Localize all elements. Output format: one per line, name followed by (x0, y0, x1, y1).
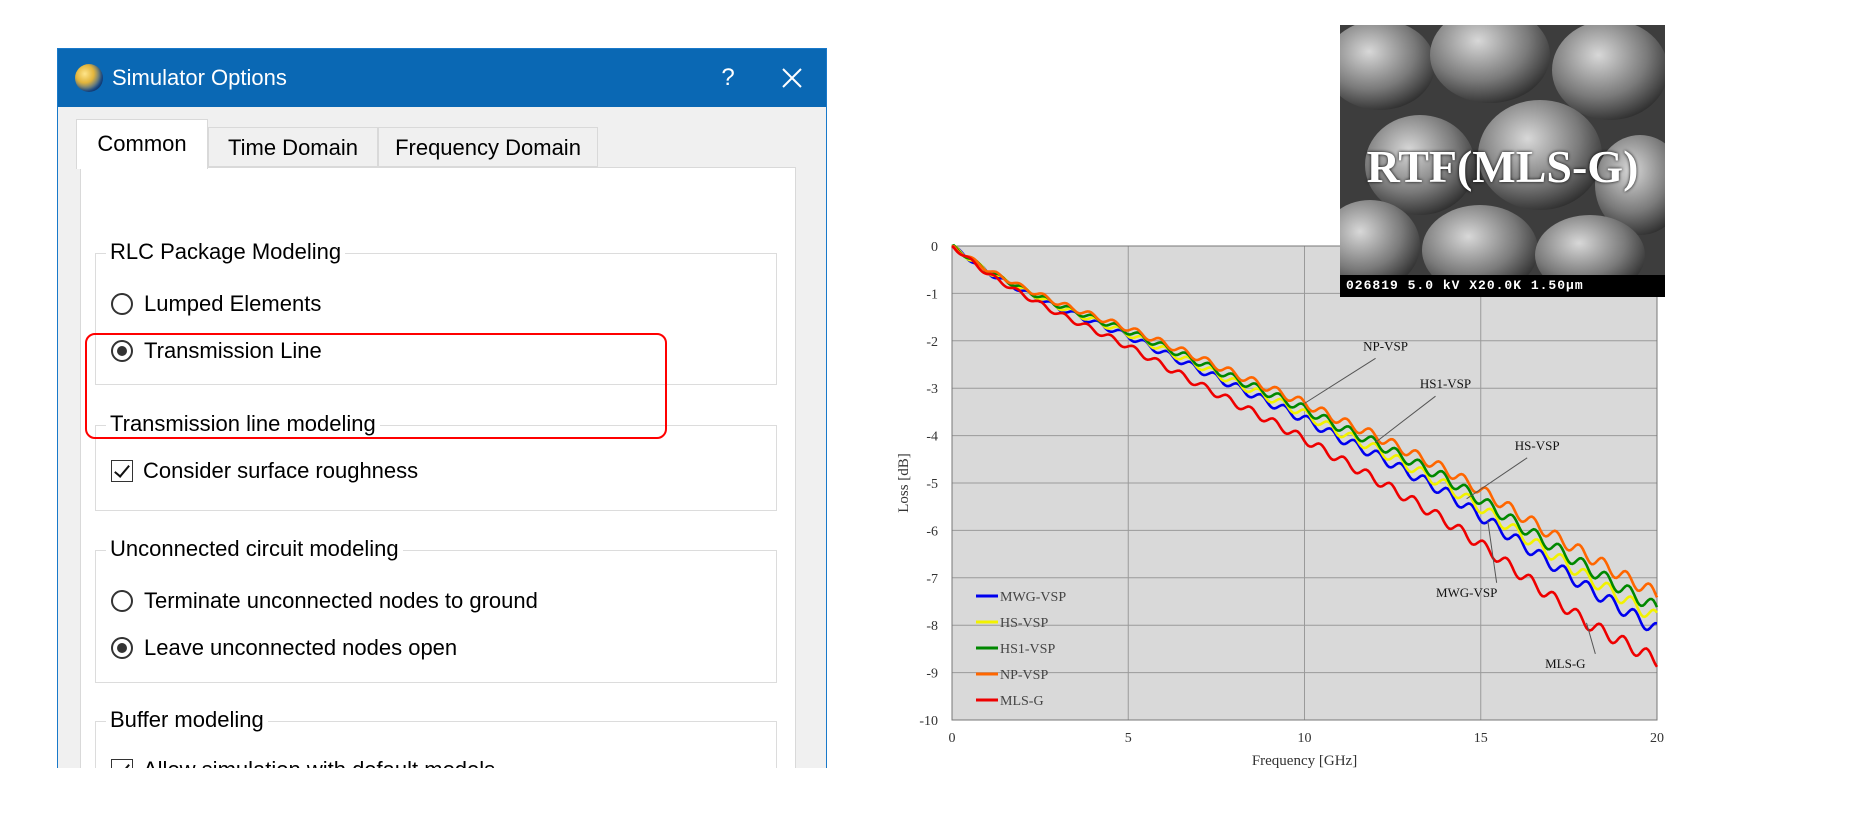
annotation-leader (1586, 622, 1596, 654)
annotation-label: HS-VSP (1515, 438, 1560, 453)
rlc-package-modeling-group: RLC Package Modeling Lumped Elements Tra… (95, 237, 777, 385)
x-tick-label: 20 (1650, 731, 1664, 746)
radio-unchecked-icon[interactable] (111, 590, 133, 612)
title-bar[interactable]: Simulator Options ? (58, 49, 826, 107)
x-tick-label: 10 (1298, 731, 1312, 746)
legend-item: HS1-VSP (1000, 642, 1055, 657)
lumped-elements-radio[interactable]: Lumped Elements (111, 289, 321, 319)
y-tick-label: -6 (926, 524, 938, 539)
inset-title: RTF(MLS-G) (1366, 141, 1639, 192)
terminate-unconnected-radio[interactable]: Terminate unconnected nodes to ground (111, 586, 538, 616)
y-tick-label: -9 (926, 667, 938, 682)
annotation-label: MLS-G (1545, 656, 1585, 671)
app-globe-icon (75, 64, 103, 92)
tab-time-domain[interactable]: Time Domain (208, 127, 378, 167)
close-button[interactable] (758, 49, 826, 107)
tab-common[interactable]: Common (76, 119, 208, 169)
radio-unchecked-icon[interactable] (111, 293, 133, 315)
y-tick-label: -4 (926, 430, 938, 445)
radio-checked-icon[interactable] (111, 340, 133, 362)
leave-unconnected-open-radio[interactable]: Leave unconnected nodes open (111, 633, 457, 663)
y-tick-label: -3 (926, 382, 938, 397)
y-tick-label: -7 (926, 572, 938, 587)
y-tick-label: -1 (926, 287, 938, 302)
x-axis-label: Frequency [GHz] (1252, 753, 1357, 769)
y-tick-label: -5 (926, 477, 938, 492)
highlight-box (85, 333, 667, 439)
series-line-hs-vsp (951, 244, 1659, 619)
simulator-options-dialog: Simulator Options ? Common Time Domain F… (57, 48, 827, 768)
series-line-mls-g (951, 245, 1659, 668)
consider-surface-roughness-label: Consider surface roughness (143, 458, 419, 483)
unconnected-circuit-modeling-group: Unconnected circuit modeling Terminate u… (95, 534, 777, 683)
sem-scale-bar: 026819 5.0 kV X20.0K 1.50µm (1340, 275, 1665, 297)
allow-default-models-checkbox[interactable]: Allow simulation with default models (111, 755, 495, 768)
checkbox-checked-icon[interactable] (111, 759, 133, 768)
close-icon (782, 68, 802, 88)
legend-item: MWG-VSP (1000, 590, 1066, 605)
x-tick-label: 15 (1474, 731, 1488, 746)
series-line-mwg-vsp (951, 244, 1658, 632)
transmission-line-label: Transmission Line (144, 338, 322, 363)
transmission-line-modeling-group: Transmission line modeling Consider surf… (95, 409, 777, 511)
y-tick-label: -10 (919, 714, 938, 729)
radio-checked-icon[interactable] (111, 637, 133, 659)
common-tab-panel: RLC Package Modeling Lumped Elements Tra… (80, 167, 796, 768)
checkbox-checked-icon[interactable] (111, 460, 133, 482)
sem-texture (1340, 25, 1665, 297)
leave-unconnected-open-label: Leave unconnected nodes open (144, 635, 458, 660)
legend-item: HS-VSP (1000, 616, 1048, 631)
plot-border (951, 245, 1658, 721)
consider-surface-roughness-checkbox[interactable]: Consider surface roughness (111, 456, 418, 486)
annotation-label: HS1-VSP (1420, 376, 1471, 391)
annotation-leader (1374, 395, 1436, 444)
loss-chart: 0 5 10 15 20 0 -1 -2 -3 -4 -5 -6 -7 -8 -9 -10 Frequency … (890, 240, 1680, 800)
legend-item: NP-VSP (1000, 668, 1048, 683)
tab-frequency-domain[interactable]: Frequency Domain (378, 127, 598, 167)
buffer-group-title: Buffer modeling (106, 705, 268, 735)
lumped-elements-label: Lumped Elements (144, 291, 322, 316)
annotation-leader (1487, 520, 1498, 583)
y-tick-label: 0 (931, 240, 938, 255)
annotation-label: MWG-VSP (1436, 585, 1497, 600)
dialog-title: Simulator Options (112, 65, 287, 90)
buffer-modeling-group: Buffer modeling Allow simulation with de… (95, 705, 777, 768)
help-button[interactable]: ? (721, 64, 735, 91)
annotation-label: NP-VSP (1363, 338, 1408, 353)
y-tick-label: -8 (926, 619, 938, 634)
tline-group-title: Transmission line modeling (106, 409, 380, 439)
annotation-leader (1466, 457, 1528, 500)
x-tick-label: 5 (1125, 731, 1132, 746)
rlc-group-title: RLC Package Modeling (106, 237, 346, 267)
sem-micrograph-inset: RTF(MLS-G) 026819 5.0 kV X20.0K 1.50µm (1340, 25, 1665, 297)
legend-item: MLS-G (1000, 694, 1044, 709)
y-tick-label: -2 (926, 335, 938, 350)
allow-default-models-label: Allow simulation with default models (143, 757, 495, 768)
loss-chart-svg: 0 5 10 15 20 0 -1 -2 -3 -4 -5 -6 -7 -8 -9 -10 Frequency … (896, 240, 1664, 769)
series-line-np-vsp (951, 244, 1659, 598)
terminate-unconnected-label: Terminate unconnected nodes to ground (144, 588, 538, 613)
transmission-line-radio[interactable]: Transmission Line (111, 336, 322, 366)
x-tick-label: 0 (949, 731, 956, 746)
annotation-leader (1304, 357, 1376, 404)
unconnected-group-title: Unconnected circuit modeling (106, 534, 403, 564)
y-axis-label: Loss [dB] (896, 453, 912, 513)
